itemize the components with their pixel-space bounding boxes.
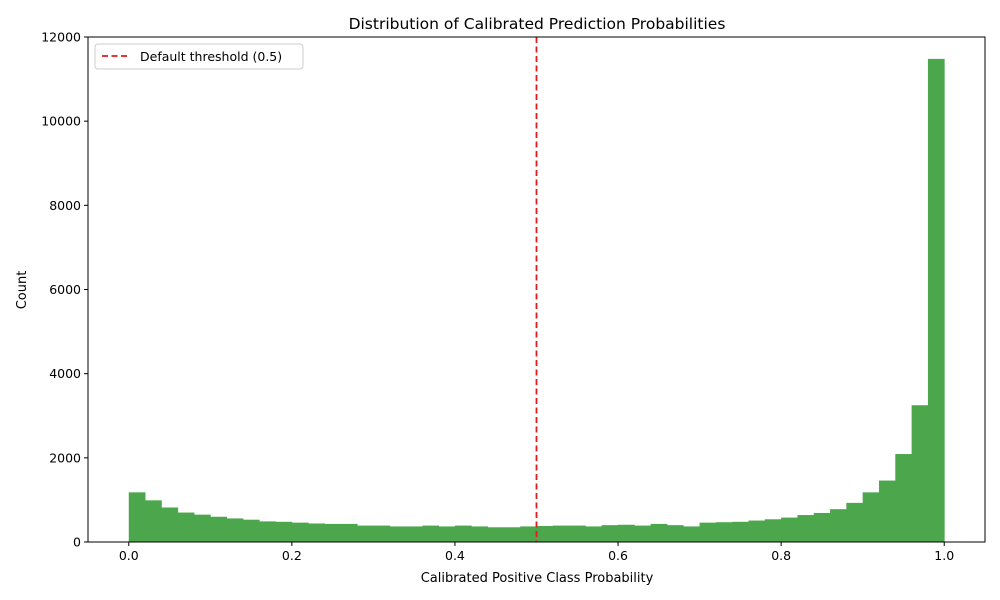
histogram-bar (438, 526, 456, 542)
y-axis-ticks: 0 2000 4000 6000 8000 10000 12000 (41, 30, 88, 550)
histogram-bar (927, 58, 945, 543)
histogram-bar (748, 520, 766, 542)
histogram-bar (503, 527, 521, 542)
x-tick-label: 0.2 (282, 548, 302, 563)
histogram-bar (585, 526, 603, 542)
histogram-bar (715, 522, 733, 542)
histogram-bar (634, 525, 652, 542)
histogram-bar (618, 524, 635, 542)
x-tick-label: 1.0 (934, 548, 954, 563)
histogram-bar (275, 521, 293, 542)
y-tick-label: 2000 (49, 450, 81, 465)
histogram-bar (878, 480, 896, 542)
histogram-bar (128, 492, 146, 542)
histogram-bar (650, 523, 668, 542)
x-tick-label: 0.6 (608, 548, 628, 563)
histogram-bar (389, 526, 407, 542)
histogram-bar (373, 525, 391, 542)
histogram-bar (177, 512, 195, 542)
x-tick-label: 0.8 (771, 548, 791, 563)
histogram-bar (846, 502, 864, 542)
histogram-bar (242, 519, 260, 542)
histogram-bar (764, 519, 782, 542)
histogram-bar (259, 521, 276, 542)
y-tick-label: 10000 (41, 114, 81, 129)
histogram-bar (683, 526, 700, 542)
histogram-bar (862, 492, 880, 542)
histogram-bar (161, 507, 179, 542)
x-tick-label: 0.4 (445, 548, 465, 563)
legend: Default threshold (0.5) (94, 43, 304, 70)
x-axis-label: Calibrated Positive Class Probability (421, 571, 654, 586)
histogram-bar (781, 517, 798, 542)
chart-title: Distribution of Calibrated Prediction Pr… (349, 15, 726, 33)
histogram-bar (145, 500, 162, 542)
histogram-bar (357, 525, 374, 542)
histogram-bar (552, 525, 570, 542)
histogram-bar (895, 454, 913, 542)
y-tick-label: 6000 (49, 282, 81, 297)
histogram-bar (226, 518, 244, 542)
histogram-bar (569, 525, 586, 542)
histogram-bar (308, 523, 325, 542)
y-axis-label: Count (15, 271, 30, 310)
histogram-bar (324, 523, 342, 542)
y-tick-label: 12000 (41, 30, 81, 45)
histogram-bar (666, 525, 684, 542)
histogram-bar (487, 527, 505, 542)
y-tick-label: 0 (73, 535, 81, 550)
histogram-bar (699, 522, 717, 542)
x-axis-ticks: 0.0 0.2 0.4 0.6 0.8 1.0 (119, 542, 954, 563)
histogram-bar (422, 525, 440, 542)
histogram-bar (830, 509, 847, 542)
histogram-bar (797, 515, 815, 542)
histogram-bar (471, 526, 488, 542)
histogram-bar (911, 405, 929, 542)
histogram-bar (454, 525, 472, 542)
y-tick-label: 8000 (49, 198, 81, 213)
legend-threshold-label: Default threshold (0.5) (140, 49, 282, 64)
histogram-bar (406, 526, 423, 542)
histogram-bar (210, 516, 228, 542)
histogram-bar (520, 526, 537, 542)
histogram-bar (340, 523, 358, 542)
legend-box (94, 43, 304, 70)
histogram-bar (194, 514, 211, 542)
histogram-bar (601, 525, 619, 542)
histogram-bar (291, 522, 309, 542)
y-tick-label: 4000 (49, 366, 81, 381)
histogram-bar (536, 526, 554, 542)
x-tick-label: 0.0 (119, 548, 139, 563)
histogram-bars (128, 58, 945, 543)
histogram-bar (732, 521, 749, 542)
histogram-bar (813, 512, 831, 542)
